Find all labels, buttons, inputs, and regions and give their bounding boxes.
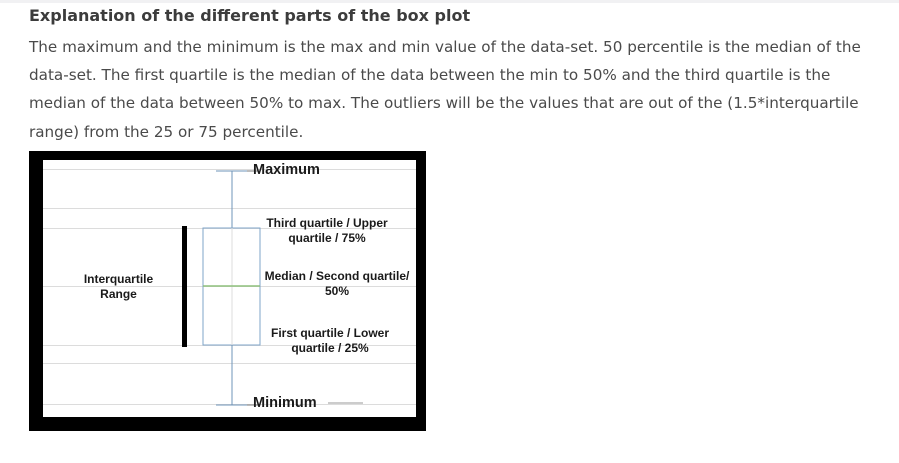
grid-line xyxy=(43,363,416,364)
interquartile-range-label: Interquartile Range xyxy=(71,272,166,302)
grid-line xyxy=(43,169,416,170)
box-plot-figure: Maximum Third quartile / Upper quartile … xyxy=(29,151,426,431)
paragraph-line: median of the data between 50% to max. T… xyxy=(29,94,859,113)
box-plot-panel: Maximum Third quartile / Upper quartile … xyxy=(43,160,416,417)
iqr-label-line: Range xyxy=(100,287,137,301)
median-label: Median / Second quartile/ 50% xyxy=(261,269,413,299)
iqr-label-line: Interquartile xyxy=(83,272,154,286)
paragraph-line: range) from the 25 or 75 percentile. xyxy=(29,122,304,141)
paragraph-line: data-set. The first quartile is the medi… xyxy=(29,66,831,85)
maximum-label: Maximum xyxy=(253,162,320,178)
box-plot-svg xyxy=(182,170,363,406)
median-label-line: Median / Second quartile/ xyxy=(264,269,410,283)
third-quartile-label-line: quartile / 75% xyxy=(288,231,366,245)
first-quartile-label: First quartile / Lower quartile / 25% xyxy=(264,326,396,356)
third-quartile-label: Third quartile / Upper quartile / 75% xyxy=(261,216,393,246)
iqr-bracket-bar xyxy=(182,226,187,347)
grid-line xyxy=(43,208,416,209)
top-divider xyxy=(0,0,899,3)
first-quartile-label-line: quartile / 25% xyxy=(291,341,369,355)
minimum-label: Minimum xyxy=(253,395,317,411)
third-quartile-label-line: Third quartile / Upper xyxy=(266,216,388,230)
section-heading: Explanation of the different parts of th… xyxy=(29,6,471,25)
paragraph-line: The maximum and the minimum is the max a… xyxy=(29,38,861,56)
median-label-line: 50% xyxy=(324,284,350,298)
first-quartile-label-line: First quartile / Lower xyxy=(270,326,390,340)
explanation-paragraph: The maximum and the minimum is the max a… xyxy=(29,33,879,146)
